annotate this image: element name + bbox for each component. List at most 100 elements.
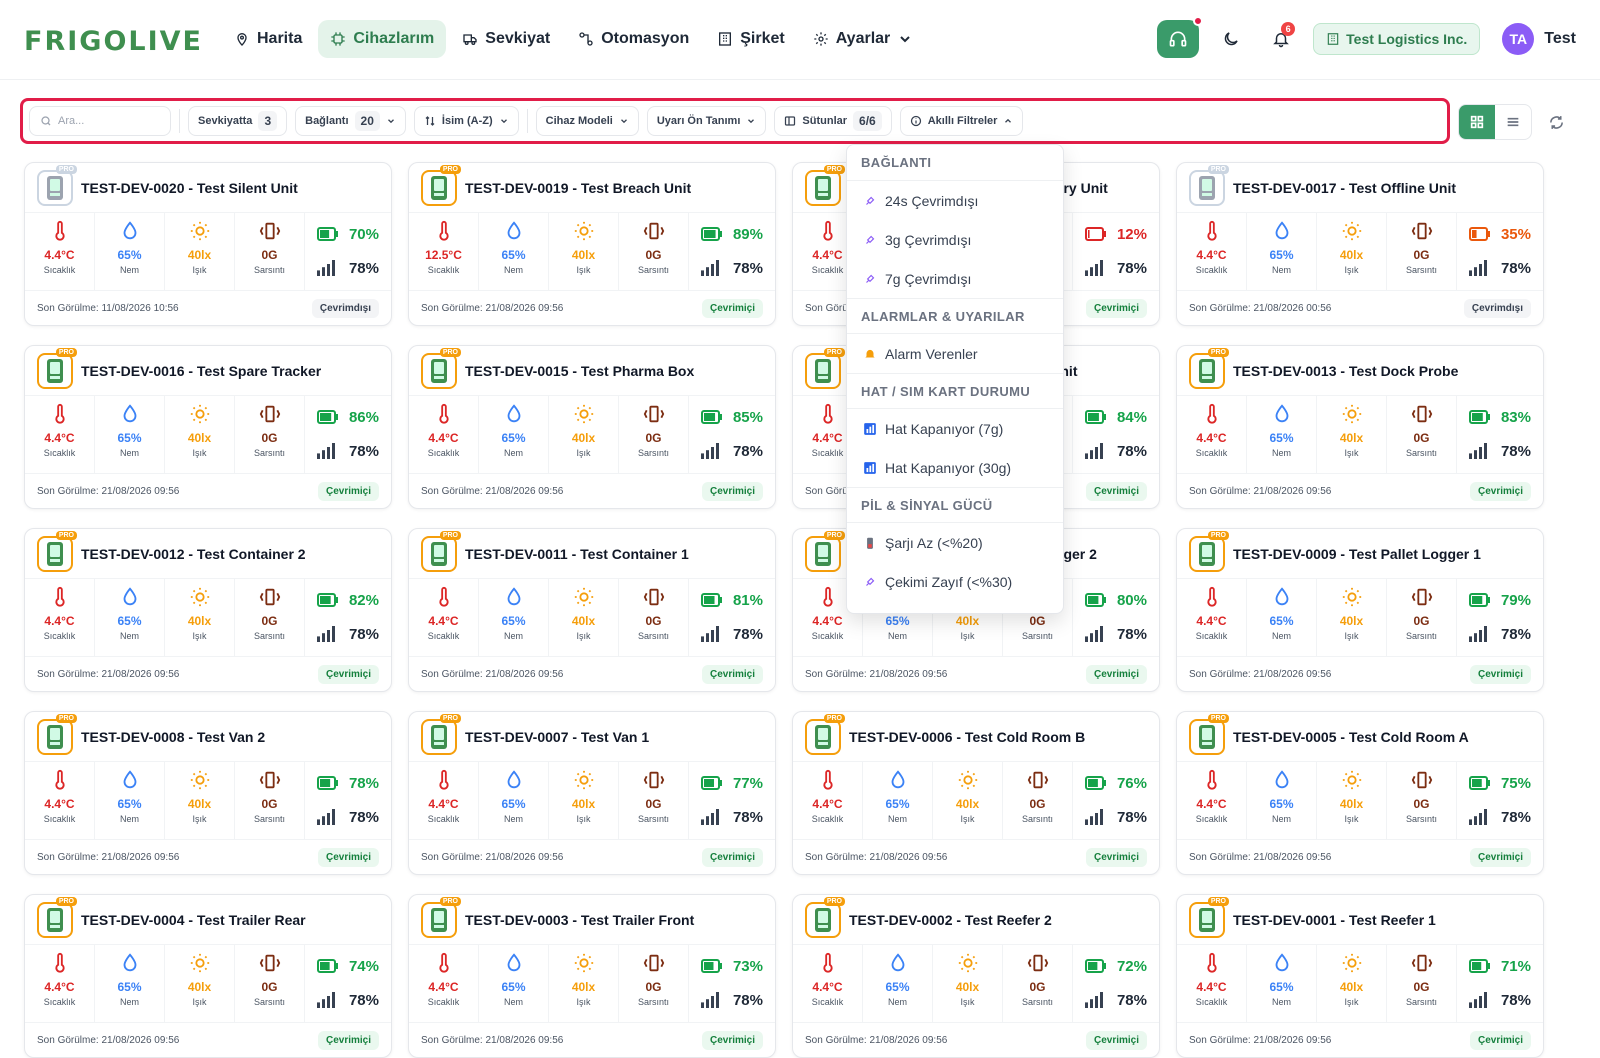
grid-view-button[interactable] — [1459, 105, 1495, 139]
signal-row: 78% — [1469, 251, 1531, 285]
device-card[interactable]: PRO TEST-DEV-0002 - Test Reefer 2 4.4°C … — [792, 894, 1160, 1058]
signal-value: 78% — [1500, 991, 1531, 1009]
power-signal-column: 84% 78% — [1073, 396, 1159, 473]
columns-label: Sütunlar — [802, 115, 848, 127]
battery-value: 89% — [732, 225, 763, 243]
last-seen: Son Görülme: 21/08/2026 09:56 — [421, 303, 563, 314]
last-seen-value: 21/08/2026 09:56 — [101, 485, 180, 497]
light-value: 40lx — [1339, 248, 1364, 262]
device-icon: PRO — [37, 896, 77, 938]
light-value: 40lx — [1339, 980, 1364, 994]
signal-bars-icon — [317, 260, 335, 276]
nav-item-4[interactable]: Şirket — [705, 20, 796, 58]
light-sensor: 40lx Işık — [1317, 579, 1387, 656]
smart-filter-option[interactable]: 7g Çevrimdışı — [847, 259, 1063, 298]
last-seen-prefix: Son Görülme: — [805, 851, 867, 863]
device-card[interactable]: PRO TEST-DEV-0009 - Test Pallet Logger 1… — [1176, 528, 1544, 692]
sort-dropdown[interactable]: İsim (A-Z) — [413, 106, 519, 136]
card-footer: Son Görülme: 21/08/2026 09:56 Çevrimiçi — [1177, 657, 1543, 691]
device-card[interactable]: PRO TEST-DEV-0019 - Test Breach Unit 12.… — [408, 162, 776, 326]
card-header: PRO TEST-DEV-0004 - Test Trailer Rear — [25, 895, 391, 945]
last-seen-prefix: Son Görülme: — [37, 1034, 99, 1046]
thermometer-icon — [54, 220, 65, 241]
device-card[interactable]: PRO TEST-DEV-0011 - Test Container 1 4.4… — [408, 528, 776, 692]
signal-row: 78% — [317, 434, 379, 468]
theme-toggle-button[interactable] — [1213, 20, 1249, 58]
search-input[interactable]: Ara... — [29, 106, 171, 136]
list-view-button[interactable] — [1495, 105, 1531, 139]
device-icon: PRO — [37, 164, 77, 206]
nav-item-1[interactable]: Cihazlarım — [318, 20, 447, 58]
tracker-device-icon — [815, 175, 831, 200]
nav-item-5[interactable]: Ayarlar — [801, 20, 926, 58]
device-card[interactable]: PRO TEST-DEV-0015 - Test Pharma Box 4.4°… — [408, 345, 776, 509]
pro-badge: PRO — [55, 896, 77, 906]
pro-badge: PRO — [1207, 530, 1229, 540]
user-menu[interactable]: TA Test — [1502, 23, 1576, 55]
last-seen-prefix: Son Görülme: — [1189, 851, 1251, 863]
shock-sensor: 0G Sarsıntı — [619, 945, 689, 1022]
device-card[interactable]: PRO TEST-DEV-0004 - Test Trailer Rear 4.… — [24, 894, 392, 1058]
alert-preset-label: Uyarı Ön Tanımı — [656, 115, 741, 127]
sensor-row: 4.4°C Sıcaklık 65% Nem 40lx Işık 0G Sars… — [1177, 762, 1543, 840]
smart-filter-option[interactable]: Hat Kapanıyor (7g) — [847, 409, 1063, 448]
device-model-dropdown[interactable]: Cihaz Modeli — [535, 106, 639, 136]
smart-filter-option[interactable]: Hat Kapanıyor (30g) — [847, 448, 1063, 487]
notification-count-badge: 6 — [1281, 22, 1296, 36]
device-card[interactable]: PRO TEST-DEV-0020 - Test Silent Unit 4.4… — [24, 162, 392, 326]
smart-filter-option[interactable]: 3g Çevrimdışı — [847, 220, 1063, 259]
nav-item-3[interactable]: Otomasyon — [566, 20, 701, 58]
device-card[interactable]: PRO TEST-DEV-0008 - Test Van 2 4.4°C Sıc… — [24, 711, 392, 875]
signal-row: 78% — [701, 251, 763, 285]
shock-sensor: 0G Sarsıntı — [1387, 945, 1457, 1022]
device-card[interactable]: PRO TEST-DEV-0001 - Test Reefer 1 4.4°C … — [1176, 894, 1544, 1058]
battery-icon — [1469, 776, 1490, 790]
temperature-value: 4.4°C — [1196, 980, 1227, 994]
humidity-sensor: 65% Nem — [95, 945, 165, 1022]
device-card[interactable]: PRO TEST-DEV-0006 - Test Cold Room B 4.4… — [792, 711, 1160, 875]
columns-icon — [785, 116, 796, 126]
sensor-row: 4.4°C Sıcaklık 65% Nem 40lx Işık 0G Sars… — [793, 945, 1159, 1023]
device-card[interactable]: PRO TEST-DEV-0012 - Test Container 2 4.4… — [24, 528, 392, 692]
temperature-label: Sıcaklık — [1195, 814, 1228, 824]
device-card[interactable]: PRO TEST-DEV-0016 - Test Spare Tracker 4… — [24, 345, 392, 509]
nav-item-2[interactable]: Sevkiyat — [450, 20, 562, 58]
moon-icon — [1224, 32, 1238, 46]
columns-selector[interactable]: Sütunlar 6/6 — [774, 106, 892, 136]
notifications-button[interactable]: 6 — [1263, 20, 1299, 58]
support-button[interactable] — [1157, 16, 1204, 58]
alert-preset-dropdown[interactable]: Uyarı Ön Tanımı — [646, 106, 767, 136]
connection-filter[interactable]: Bağlantı 20 — [295, 106, 406, 136]
battery-value: 71% — [1500, 957, 1531, 975]
smart-filter-label: 24s Çevrimdışı — [885, 192, 979, 209]
in-shipment-filter[interactable]: Sevkiyatta 3 — [188, 106, 288, 136]
smart-filters-button[interactable]: Akıllı Filtreler — [899, 106, 1024, 136]
divider — [179, 109, 180, 133]
battery-value: 72% — [1116, 957, 1147, 975]
signal-row: 78% — [1085, 251, 1147, 285]
device-card[interactable]: PRO TEST-DEV-0003 - Test Trailer Front 4… — [408, 894, 776, 1058]
smart-filter-option[interactable]: Şarjı Az (<%20) — [847, 523, 1063, 562]
shock-value: 0G — [1413, 431, 1430, 445]
device-card[interactable]: PRO TEST-DEV-0005 - Test Cold Room A 4.4… — [1176, 711, 1544, 875]
smart-filter-option[interactable]: Çekimi Zayıf (<%30) — [847, 562, 1063, 601]
device-card[interactable]: PRO TEST-DEV-0017 - Test Offline Unit 4.… — [1176, 162, 1544, 326]
temperature-value: 4.4°C — [812, 614, 843, 628]
device-card[interactable]: PRO TEST-DEV-0013 - Test Dock Probe 4.4°… — [1176, 345, 1544, 509]
pro-badge: PRO — [823, 164, 845, 174]
humidity-sensor: 65% Nem — [95, 396, 165, 473]
refresh-button[interactable] — [1542, 108, 1570, 136]
smart-filter-option[interactable]: Alarm Verenler — [847, 334, 1063, 373]
tracker-device-icon — [1199, 724, 1215, 749]
light-sensor: 40lx Işık — [1317, 762, 1387, 839]
light-label: Işık — [192, 265, 207, 275]
temperature-sensor: 4.4°C Sıcaklık — [409, 945, 479, 1022]
frigolive-logo[interactable]: FRIGOLIVE — [24, 24, 203, 58]
device-card[interactable]: PRO TEST-DEV-0007 - Test Van 1 4.4°C Sıc… — [408, 711, 776, 875]
pro-badge: PRO — [439, 164, 461, 174]
signal-bars-icon — [1085, 626, 1103, 642]
smart-filter-option[interactable]: 24s Çevrimdışı — [847, 181, 1063, 220]
company-selector[interactable]: Test Logistics Inc. — [1313, 23, 1481, 55]
shock-label: Sarsıntı — [253, 997, 285, 1007]
nav-item-0[interactable]: Harita — [222, 20, 314, 58]
